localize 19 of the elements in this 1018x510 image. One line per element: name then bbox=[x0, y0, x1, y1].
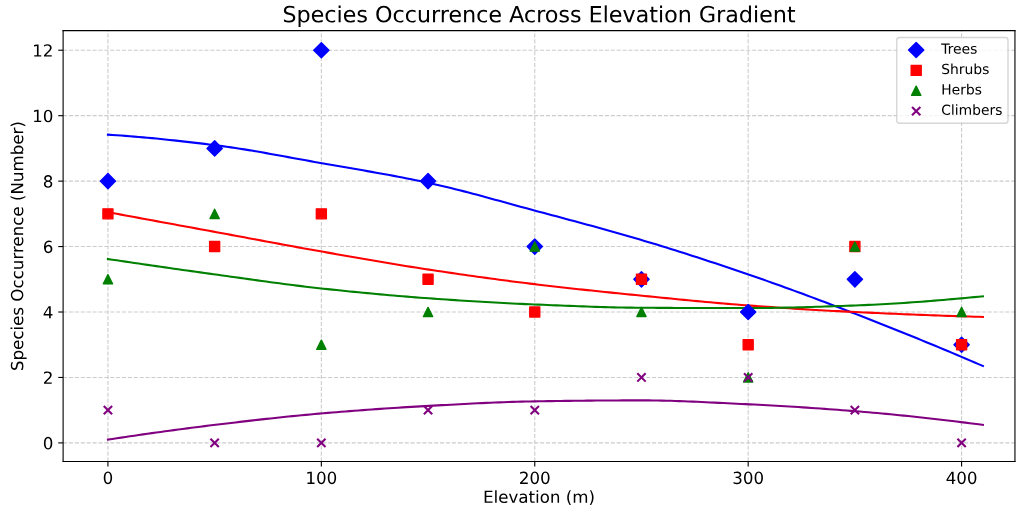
legend-label: Climbers bbox=[941, 104, 1002, 116]
x-tick-label: 0 bbox=[103, 471, 113, 485]
y-tick-label: 8 bbox=[43, 175, 53, 188]
x-tick-label: 100 bbox=[307, 471, 337, 485]
y-axis-title: Species Occurrence (Number) bbox=[10, 122, 27, 370]
y-tick-label: 4 bbox=[43, 306, 53, 319]
y-tick-label: 10 bbox=[34, 109, 53, 123]
legend-label: Shrubs bbox=[942, 63, 989, 75]
x-axis-title: Elevation (m) bbox=[484, 490, 594, 506]
x-tick-label: 200 bbox=[520, 471, 550, 485]
y-tick-label: 12 bbox=[34, 44, 52, 57]
y-tick-label: 2 bbox=[44, 371, 52, 384]
x-tick-label: 400 bbox=[946, 471, 977, 485]
x-tick-label: 300 bbox=[733, 471, 763, 485]
y-tick-label: 6 bbox=[43, 240, 53, 254]
chart-title: Species Occurrence Across Elevation Gradient bbox=[283, 5, 796, 27]
legend-label: Herbs bbox=[942, 83, 982, 95]
legend-label: Trees bbox=[941, 43, 977, 54]
y-tick-label: 0 bbox=[43, 436, 53, 450]
